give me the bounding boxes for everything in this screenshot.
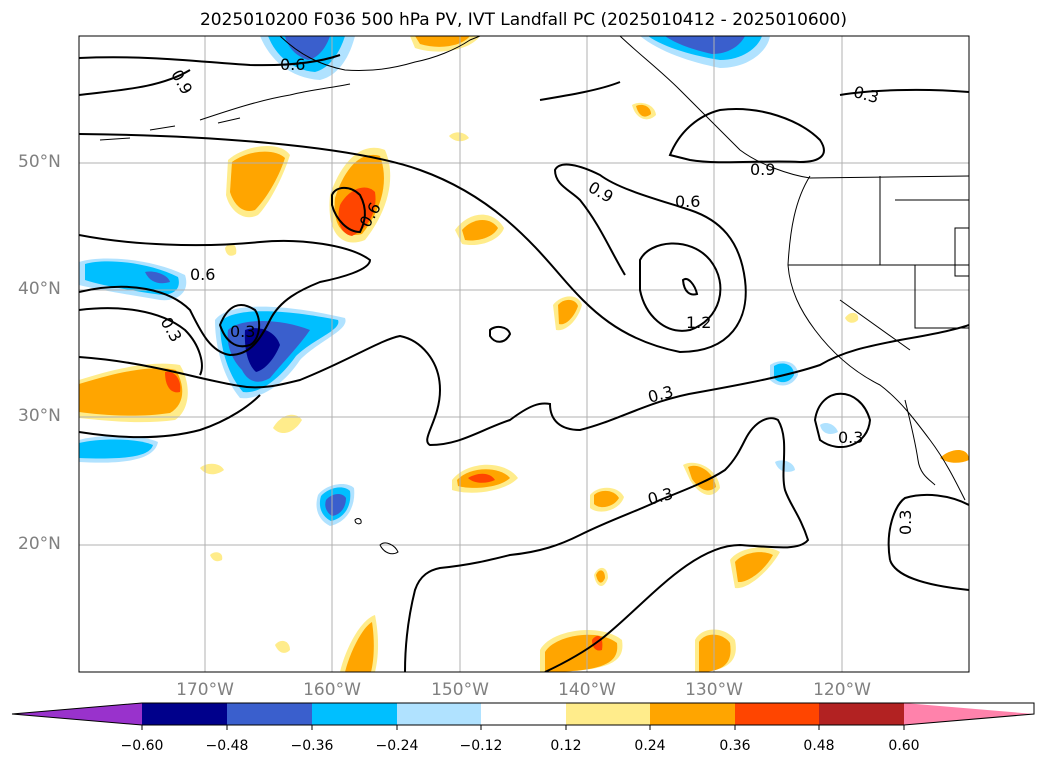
contour-label: 1.2 <box>686 313 711 332</box>
pv-contours <box>79 54 969 672</box>
lon-label: 160°W <box>303 680 361 700</box>
contour-label: 0.3 <box>230 322 255 341</box>
colorbar-segment <box>397 703 481 725</box>
lon-label: 170°W <box>176 680 234 700</box>
colorbar-segment <box>142 703 227 725</box>
lat-label: 50°N <box>18 152 61 172</box>
colorbar-tick-label: −0.36 <box>290 738 334 754</box>
contour-label: 0.6 <box>190 265 215 284</box>
lon-label: 150°W <box>431 680 489 700</box>
colorbar-tick-label: −0.48 <box>205 738 249 754</box>
contour-label: 0.3 <box>896 510 915 535</box>
contour-label: 0.6 <box>280 55 305 74</box>
positive-anomalies <box>79 36 969 672</box>
map-frame <box>78 35 970 673</box>
colorbar-tick-label: 0.12 <box>550 738 582 754</box>
colorbar-tick-label: 0.24 <box>634 738 666 754</box>
colorbar-tick-label: 0.60 <box>888 738 920 754</box>
map-title: 2025010200 F036 500 hPa PV, IVT Landfall… <box>199 10 847 30</box>
colorbar-extend-min <box>12 703 142 725</box>
colorbar-tick-label: −0.24 <box>375 738 419 754</box>
colorbar-segment <box>227 703 312 725</box>
colorbar <box>11 702 1035 730</box>
lon-label: 130°W <box>685 680 743 700</box>
colorbar-extend-max <box>904 703 1034 725</box>
colorbar-segment <box>566 703 650 725</box>
graticule <box>79 36 969 672</box>
negative-anomalies <box>79 36 838 526</box>
colorbar-tick-label: 0.36 <box>719 738 751 754</box>
lon-label: 120°W <box>813 680 871 700</box>
colorbar-segment <box>481 703 566 725</box>
colorbar-tick-label: 0.48 <box>803 738 835 754</box>
lat-label: 30°N <box>18 406 61 426</box>
lat-label: 20°N <box>18 534 61 554</box>
colorbar-tick-label: −0.12 <box>459 738 503 754</box>
lat-label: 40°N <box>18 279 61 299</box>
contour-label: 0.6 <box>675 192 700 211</box>
colorbar-segment <box>312 703 397 725</box>
colorbar-segment <box>735 703 819 725</box>
colorbar-tick-label: −0.60 <box>120 738 164 754</box>
colorbar-segment <box>819 703 904 725</box>
colorbar-segment <box>650 703 735 725</box>
lon-label: 140°W <box>558 680 616 700</box>
contour-label: 0.3 <box>838 428 863 447</box>
contour-label: 0.9 <box>750 160 775 179</box>
shading-layer <box>79 36 969 672</box>
